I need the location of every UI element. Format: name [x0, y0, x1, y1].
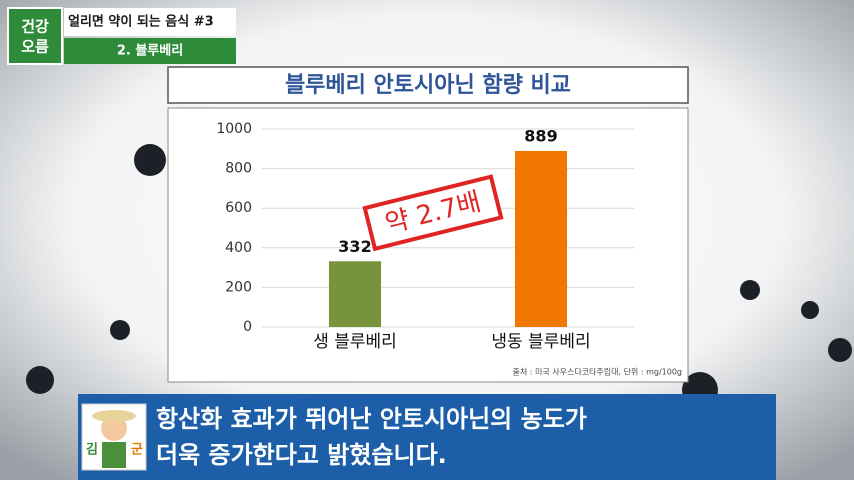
- value-label: 332: [338, 237, 371, 256]
- section-title: 2. 블루베리: [117, 43, 183, 59]
- caption-line: 항산화 효과가 뛰어난 안토시아닌의 농도가: [156, 405, 587, 433]
- stamp-box: [362, 174, 504, 252]
- title-box: [167, 66, 689, 104]
- bar: [514, 150, 568, 327]
- y-tick-label: 600: [225, 200, 252, 216]
- y-tick-label: 400: [225, 240, 252, 256]
- avatar-body: [102, 442, 126, 468]
- avatar-text: 군: [131, 443, 143, 458]
- logo-box: [7, 7, 63, 65]
- bar: [328, 261, 382, 327]
- logo-text: 건강: [21, 18, 49, 36]
- caption-box: [78, 394, 776, 480]
- x-tick-label: 냉동 블루베리: [491, 332, 590, 352]
- plot: 0 200 400 600 800 1000 생 블루베리 332 냉동 블루베리 889: [216, 121, 634, 352]
- logo-text: 오름: [21, 38, 49, 56]
- avatar-text: 김: [86, 443, 98, 458]
- source: 출처 : 미국 사우스다코타주립대, 단위 : mg/100g: [512, 367, 682, 377]
- section-box: [64, 38, 236, 64]
- series-box: [64, 8, 236, 36]
- x-tick-label: 생 블루베리: [313, 332, 397, 352]
- chart-box: [167, 107, 689, 383]
- y-tick-label: 200: [225, 279, 252, 295]
- y-tick-label: 800: [225, 161, 252, 177]
- y-tick-label: 1000: [216, 121, 252, 137]
- y-tick-label: 0: [243, 319, 252, 335]
- value-label: 889: [524, 126, 557, 145]
- series-title: 얼리면 약이 되는 음식 #3: [68, 14, 214, 30]
- avatar-hat: [92, 410, 136, 422]
- caption-line: 더욱 증가한다고 밝혔습니다.: [156, 441, 447, 469]
- chart-title: 블루베리 안토시아닌 함량 비교: [285, 73, 571, 98]
